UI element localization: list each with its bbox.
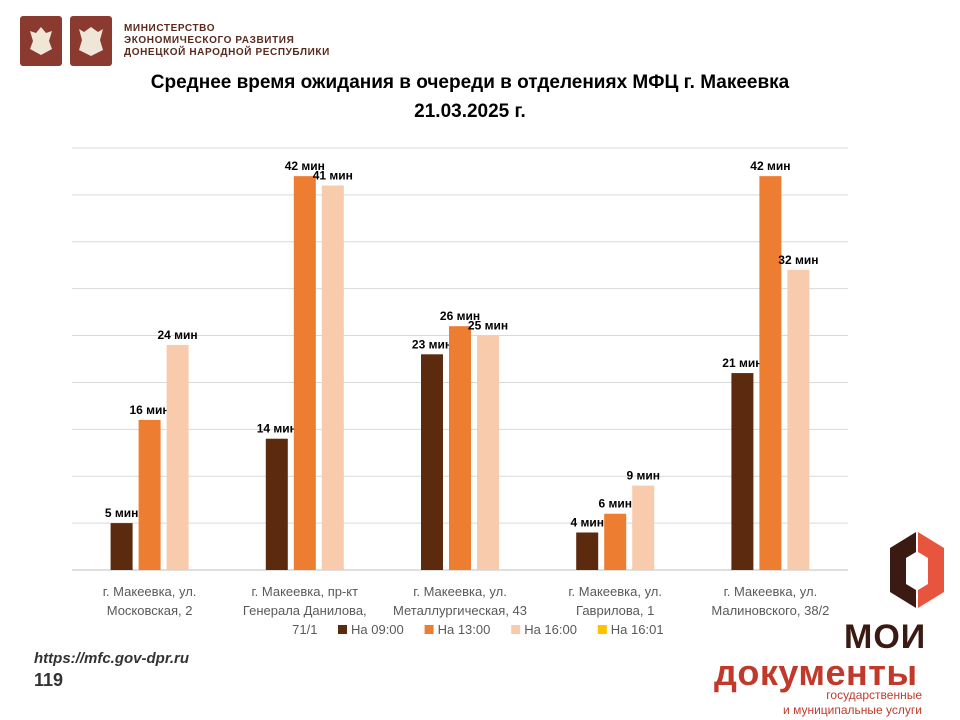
data-label: 42 мин bbox=[750, 159, 790, 173]
bar bbox=[421, 354, 443, 570]
bar bbox=[321, 185, 344, 570]
bar bbox=[449, 326, 471, 570]
bar bbox=[265, 438, 288, 570]
brand-line2: документы bbox=[714, 652, 918, 693]
data-label: 14 мин bbox=[257, 422, 297, 436]
bar bbox=[110, 523, 133, 570]
legend-swatch bbox=[511, 625, 521, 634]
data-label: 5 мин bbox=[105, 506, 139, 520]
data-label: 26 мин bbox=[440, 309, 480, 323]
data-label: 25 мин bbox=[468, 319, 508, 333]
x-tick-label: Московская, 2 bbox=[107, 603, 193, 618]
legend-swatch bbox=[424, 625, 434, 634]
legend-label: На 09:00 bbox=[351, 622, 404, 637]
bar bbox=[477, 335, 499, 570]
x-tick-label: г. Макеевка, ул. bbox=[413, 584, 507, 599]
bar bbox=[632, 485, 655, 570]
page-number: 119 bbox=[34, 670, 64, 690]
ministry-name: МИНИСТЕРСТВО ЭКОНОМИЧЕСКОГО РАЗВИТИЯ ДОН… bbox=[124, 23, 330, 59]
x-tick-label: Генерала Данилова, bbox=[243, 603, 367, 618]
chart-title: Среднее время ожидания в очереди в отдел… bbox=[0, 68, 940, 126]
data-label: 21 мин bbox=[722, 356, 762, 370]
data-label: 23 мин bbox=[412, 337, 452, 351]
header: МИНИСТЕРСТВО ЭКОНОМИЧЕСКОГО РАЗВИТИЯ ДОН… bbox=[20, 16, 330, 66]
bar bbox=[731, 373, 754, 570]
bar bbox=[759, 176, 782, 570]
moi-dokumenty-logo-icon bbox=[890, 532, 944, 608]
coat-of-arms-icon bbox=[20, 16, 62, 66]
x-tick-label: Металлургическая, 43 bbox=[393, 603, 527, 618]
legend-swatch bbox=[338, 625, 347, 634]
chart-title-line1: Среднее время ожидания в очереди в отдел… bbox=[150, 72, 790, 93]
ministry-line2: ЭКОНОМИЧЕСКОГО РАЗВИТИЯ bbox=[124, 35, 295, 46]
data-label: 9 мин bbox=[626, 469, 660, 483]
x-tick-label: г. Макеевка, ул. bbox=[724, 584, 818, 599]
dpr-emblem-icon bbox=[70, 16, 112, 66]
chart-title-line2: 21.03.2025 г. bbox=[414, 101, 526, 122]
bar bbox=[293, 176, 316, 570]
bar bbox=[138, 419, 161, 570]
data-label: 6 мин bbox=[598, 497, 632, 511]
brand-line4: и муниципальные услуги bbox=[783, 703, 922, 717]
x-tick-label: г. Макеевка, пр-кт bbox=[251, 584, 358, 599]
bar bbox=[787, 269, 810, 570]
bar bbox=[576, 532, 599, 570]
data-label: 4 мин bbox=[570, 515, 604, 529]
x-tick-label: Гаврилова, 1 bbox=[576, 603, 654, 618]
ministry-line1: МИНИСТЕРСТВО bbox=[124, 23, 216, 34]
brand-line3: государственные bbox=[826, 688, 922, 702]
x-tick-label: г. Макеевка, ул. bbox=[103, 584, 197, 599]
footer-url[interactable]: https://mfc.gov-dpr.ru bbox=[34, 650, 189, 667]
bar bbox=[604, 513, 627, 570]
data-label: 16 мин bbox=[130, 403, 170, 417]
x-tick-label: г. Макеевка, ул. bbox=[568, 584, 662, 599]
data-label: 42 мин bbox=[285, 159, 325, 173]
x-tick-label: 71/1 bbox=[292, 622, 317, 637]
data-label: 32 мин bbox=[778, 253, 818, 267]
ministry-line3: ДОНЕЦКОЙ НАРОДНОЙ РЕСПУБЛИКИ bbox=[124, 47, 330, 58]
data-label: 24 мин bbox=[158, 328, 198, 342]
legend-swatch bbox=[597, 625, 607, 634]
brand-block: МОИ документы государственные и муниципа… bbox=[714, 530, 944, 717]
x-tick-label: Малиновского, 38/2 bbox=[711, 603, 829, 618]
brand-line1: МОИ bbox=[844, 618, 927, 656]
bar bbox=[166, 344, 189, 570]
legend-label: На 16:00 bbox=[524, 622, 577, 637]
legend-label: На 16:01 bbox=[611, 622, 664, 637]
data-label: 41 мин bbox=[313, 169, 353, 183]
legend-label: На 13:00 bbox=[438, 622, 491, 637]
